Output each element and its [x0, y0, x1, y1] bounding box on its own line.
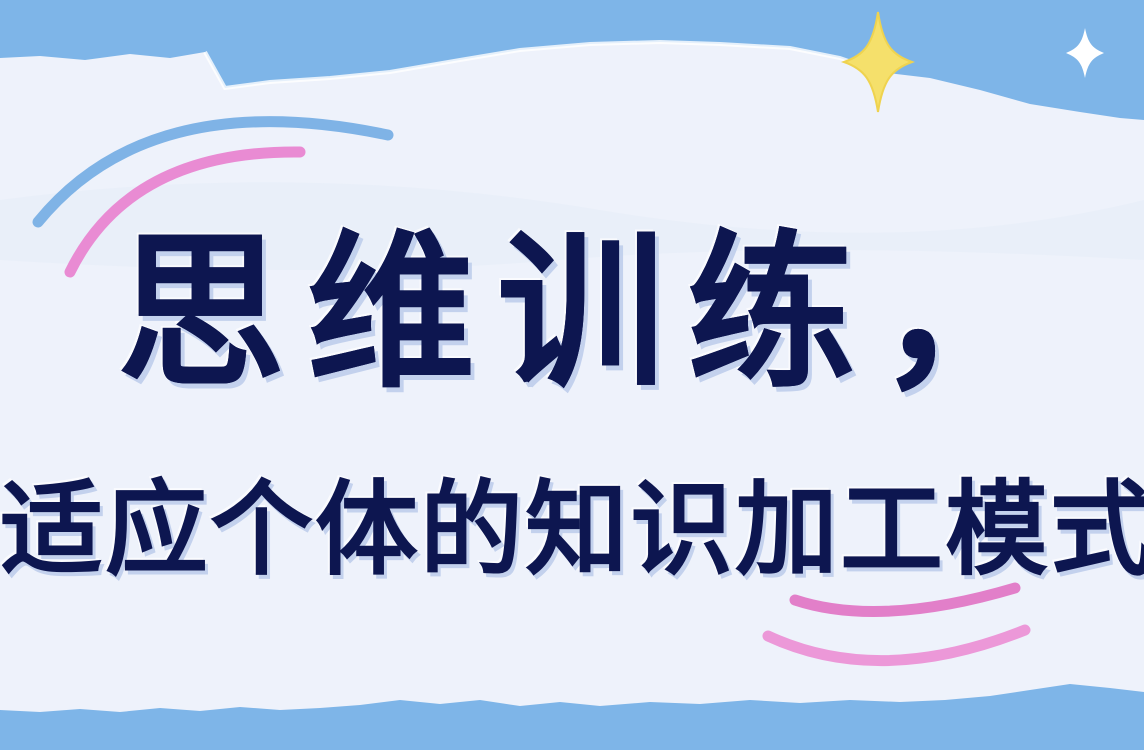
blue-arc-decoration [32, 116, 394, 228]
pink-stroke-bottom-2 [762, 624, 1031, 667]
torn-edge-top [203, 39, 881, 91]
pink-arc-decoration [64, 146, 306, 278]
paper-shade [0, 182, 1144, 270]
pink-stroke-bottom-1 [789, 582, 1021, 617]
star-large-icon [840, 11, 916, 113]
headline-line-1: 思维训练， [117, 215, 1067, 411]
star-small-icon [1066, 28, 1104, 78]
headline-line-2: 适应个体的知识加工模式 [0, 470, 1144, 590]
